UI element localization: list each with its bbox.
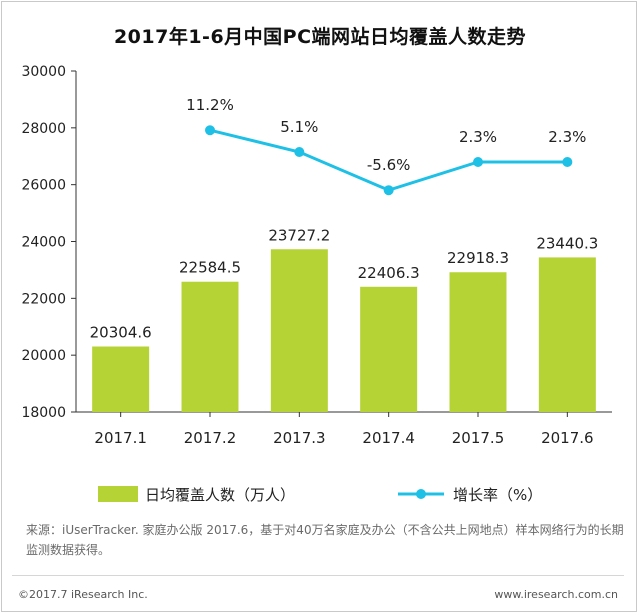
bar-value-label: 22406.3 <box>358 264 420 282</box>
bar-value-label: 22918.3 <box>447 249 509 267</box>
chart-title: 2017年1-6月中国PC端网站日均覆盖人数走势 <box>113 26 527 48</box>
bar-value-label: 20304.6 <box>90 324 152 342</box>
growth-rate-point <box>294 147 305 158</box>
x-tick-label: 2017.1 <box>94 429 147 447</box>
copyright-text: ©2017.7 iResearch Inc. <box>18 588 148 601</box>
growth-rate-point <box>383 185 394 196</box>
bar-value-label: 22584.5 <box>179 259 241 277</box>
chart-canvas: 18000 20000 22000 24000 26000 28000 30000 20304… <box>21 64 612 504</box>
growth-rate-label: 11.2% <box>186 96 234 114</box>
x-tick-label: 2017.4 <box>362 429 415 447</box>
growth-rate-label: 5.1% <box>280 118 318 136</box>
growth-rate-label: 2.3% <box>459 128 497 146</box>
bar <box>449 272 507 412</box>
x-tick-label: 2017.2 <box>184 429 237 447</box>
y-tick-label: 24000 <box>21 235 66 251</box>
bar-value-label: 23727.2 <box>268 226 330 244</box>
bar <box>92 346 150 412</box>
y-tick-label: 18000 <box>21 405 66 421</box>
x-tick-label: 2017.5 <box>452 429 505 447</box>
y-tick-label: 22000 <box>21 291 66 307</box>
growth-rate-label: 2.3% <box>548 128 586 146</box>
x-tick-label: 2017.3 <box>273 429 326 447</box>
legend-line-label: 增长率（%） <box>453 486 542 504</box>
growth-rate-point <box>473 157 483 167</box>
bar-value-label: 23440.3 <box>536 234 598 252</box>
y-tick-label: 26000 <box>21 178 66 194</box>
growth-rate-point <box>205 125 215 136</box>
y-tick-label: 28000 <box>21 121 66 137</box>
y-tick-label: 30000 <box>21 64 66 80</box>
legend-line-marker <box>416 489 426 499</box>
footer-divider <box>12 575 624 576</box>
legend-bar-label: 日均覆盖人数（万人） <box>145 486 295 504</box>
bar <box>538 257 596 412</box>
bar <box>181 281 239 412</box>
bar <box>360 286 418 412</box>
legend-bar-swatch <box>98 486 138 502</box>
website-text: www.iresearch.com.cn <box>494 588 618 601</box>
bar <box>270 249 328 412</box>
x-tick-label: 2017.6 <box>541 429 594 447</box>
y-tick-label: 20000 <box>21 348 66 364</box>
growth-rate-point <box>562 157 573 167</box>
source-note: 来源：iUserTracker. 家庭办公版 2017.6，基于对40万名家庭及… <box>26 523 624 557</box>
growth-rate-label: -5.6% <box>367 156 411 174</box>
